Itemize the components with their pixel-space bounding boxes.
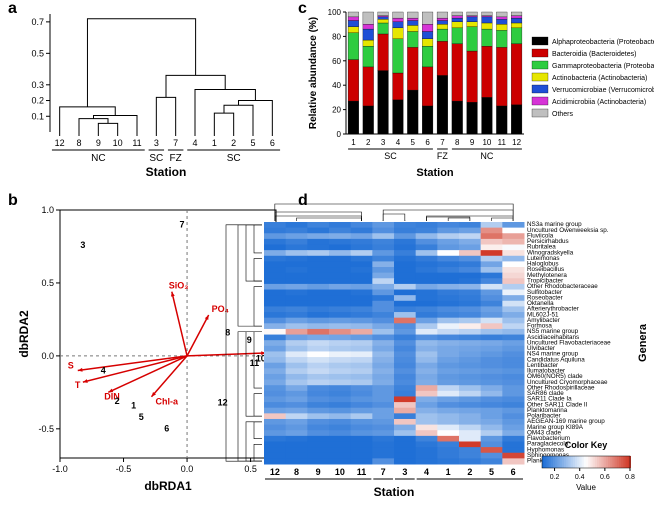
svg-text:0.4: 0.4 [575, 474, 585, 481]
svg-text:4: 4 [424, 467, 429, 477]
svg-text:FZ: FZ [437, 151, 448, 161]
svg-text:Others: Others [552, 111, 574, 118]
svg-text:Acidimicrobiia (Actinobacteria: Acidimicrobiia (Actinobacteria) [552, 99, 646, 106]
svg-text:Alphaproteobacteria (Proteobac: Alphaproteobacteria (Proteobacteria) [552, 39, 654, 46]
svg-text:0.5: 0.5 [41, 278, 54, 288]
svg-text:100: 100 [328, 8, 342, 17]
svg-text:NC: NC [91, 153, 105, 164]
svg-text:0.8: 0.8 [625, 474, 635, 481]
stacked-bars-c: 020406080100123456789101112SCFZNCStation… [304, 6, 654, 184]
svg-text:60: 60 [332, 57, 341, 66]
svg-text:8: 8 [76, 138, 81, 148]
svg-text:7: 7 [173, 138, 178, 148]
svg-text:5: 5 [411, 138, 416, 147]
svg-text:SC: SC [227, 153, 241, 164]
svg-text:1: 1 [131, 400, 136, 410]
svg-text:4: 4 [396, 138, 401, 147]
svg-text:5: 5 [139, 412, 144, 422]
svg-text:SC: SC [384, 151, 397, 161]
svg-text:Value: Value [576, 483, 596, 492]
svg-text:-0.5: -0.5 [38, 424, 54, 434]
svg-text:10: 10 [335, 467, 345, 477]
svg-text:3: 3 [154, 138, 159, 148]
svg-text:Verrucomicrobiae (Verrucomicro: Verrucomicrobiae (Verrucomicrobia) [552, 87, 654, 94]
svg-text:11: 11 [132, 138, 141, 148]
svg-text:7: 7 [381, 467, 386, 477]
svg-text:1: 1 [212, 138, 217, 148]
svg-text:dbRDA1: dbRDA1 [144, 479, 192, 493]
svg-text:Station: Station [374, 485, 415, 499]
svg-text:12: 12 [55, 138, 65, 148]
svg-text:0.0: 0.0 [41, 351, 54, 361]
svg-text:Gammaproteobacteria (Proteobac: Gammaproteobacteria (Proteobacteria) [552, 63, 654, 70]
svg-text:6: 6 [425, 138, 430, 147]
svg-text:2: 2 [115, 396, 120, 406]
svg-text:11: 11 [357, 467, 367, 477]
svg-text:0.2: 0.2 [31, 96, 44, 106]
svg-text:5: 5 [250, 138, 255, 148]
svg-text:9: 9 [470, 138, 475, 147]
svg-text:7: 7 [440, 138, 445, 147]
dendrogram-a: 0.10.20.30.50.7128910113741256NCSCFZSCSt… [14, 6, 290, 184]
svg-text:NC: NC [480, 151, 493, 161]
svg-text:20: 20 [332, 106, 341, 115]
svg-text:6: 6 [164, 424, 169, 434]
svg-text:-1.0: -1.0 [52, 464, 68, 474]
svg-text:0.6: 0.6 [600, 474, 610, 481]
svg-text:Bacteroidia (Bacteroidetes): Bacteroidia (Bacteroidetes) [552, 51, 636, 58]
svg-text:SiO₃: SiO₃ [169, 281, 189, 291]
svg-text:0.1: 0.1 [31, 111, 44, 121]
svg-text:4: 4 [101, 365, 106, 375]
svg-text:5: 5 [489, 467, 494, 477]
svg-text:1: 1 [446, 467, 451, 477]
svg-text:Color Key: Color Key [565, 440, 608, 450]
svg-text:Relative abundance (%): Relative abundance (%) [308, 17, 319, 129]
svg-text:0: 0 [337, 130, 342, 139]
svg-text:S: S [68, 360, 74, 370]
svg-text:0.0: 0.0 [181, 464, 194, 474]
svg-text:12: 12 [270, 467, 280, 477]
svg-text:10: 10 [113, 138, 123, 148]
svg-text:Chl-a: Chl-a [155, 397, 178, 407]
svg-text:3: 3 [402, 467, 407, 477]
svg-text:3: 3 [381, 138, 386, 147]
svg-text:FZ: FZ [170, 153, 182, 164]
svg-text:0.2: 0.2 [550, 474, 560, 481]
figure: a b c d 0.10.20.30.50.7128910113741256NC… [0, 0, 658, 516]
svg-text:12: 12 [512, 138, 521, 147]
svg-text:80: 80 [332, 32, 341, 41]
svg-text:SC: SC [149, 153, 163, 164]
svg-text:7: 7 [179, 220, 184, 230]
svg-text:0.5: 0.5 [31, 48, 44, 58]
svg-text:2: 2 [231, 138, 236, 148]
svg-text:6: 6 [270, 138, 275, 148]
svg-text:40: 40 [332, 81, 341, 90]
svg-text:11: 11 [498, 138, 507, 147]
svg-text:1.0: 1.0 [41, 205, 54, 215]
svg-text:2: 2 [467, 467, 472, 477]
svg-text:8: 8 [294, 467, 299, 477]
svg-text:10: 10 [482, 138, 491, 147]
svg-text:Station: Station [416, 167, 454, 179]
svg-text:8: 8 [455, 138, 460, 147]
heatmap-d: NS3a marine groupUncultured Owenweeksia … [214, 198, 654, 512]
svg-text:Actinobacteria (Actinobacteria: Actinobacteria (Actinobacteria) [552, 75, 647, 82]
svg-text:0.7: 0.7 [31, 17, 44, 27]
svg-text:4: 4 [192, 138, 197, 148]
svg-text:9: 9 [316, 467, 321, 477]
svg-text:T: T [75, 380, 81, 390]
svg-text:2: 2 [366, 138, 371, 147]
svg-text:Station: Station [146, 165, 187, 179]
svg-text:3: 3 [80, 240, 85, 250]
svg-text:0.3: 0.3 [31, 80, 44, 90]
svg-text:Genera: Genera [637, 323, 649, 362]
svg-text:dbRDA2: dbRDA2 [17, 310, 31, 358]
svg-text:-0.5: -0.5 [116, 464, 132, 474]
svg-text:6: 6 [511, 467, 516, 477]
svg-text:9: 9 [96, 138, 101, 148]
svg-text:1: 1 [351, 138, 356, 147]
